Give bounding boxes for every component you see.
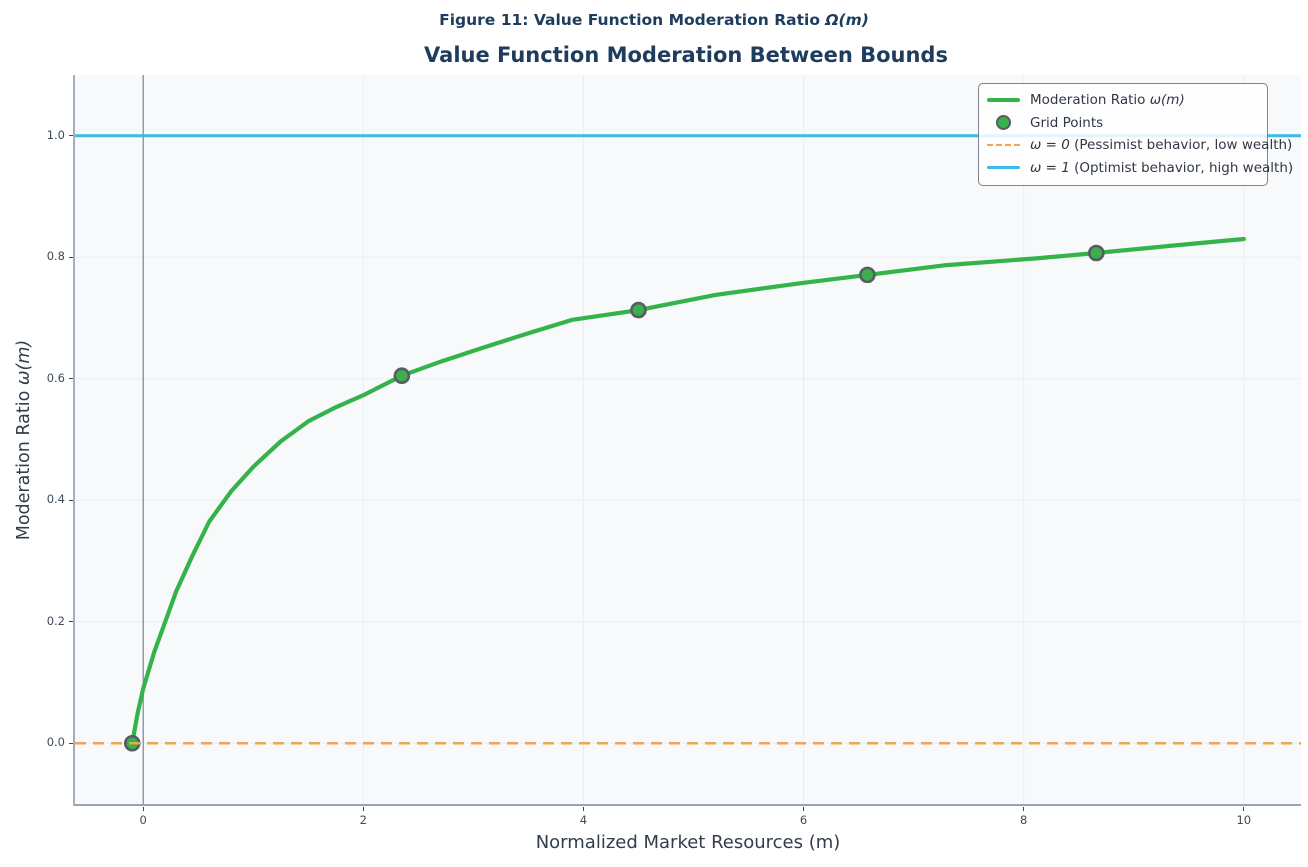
x-tick-label: 6 bbox=[799, 813, 808, 827]
legend-item-moderation-ratio: Moderation Ratio ω(m) bbox=[987, 92, 1255, 108]
legend-label: ω = 1 (Optimist behavior, high wealth) bbox=[1030, 159, 1294, 176]
y-tick-label: 0.4 bbox=[46, 492, 65, 507]
x-tick-mark bbox=[142, 806, 144, 811]
x-axis-label: Normalized Market Resources (m) bbox=[535, 832, 841, 853]
legend-label: ω = 0 (Pessimist behavior, low wealth) bbox=[1030, 137, 1293, 153]
figure-suptitle-text: Figure 11: Value Function Moderation Rat… bbox=[439, 11, 826, 29]
x-tick-mark bbox=[362, 806, 364, 811]
legend-item-grid-points: Grid Points bbox=[987, 115, 1255, 131]
y-tick-mark bbox=[68, 256, 73, 258]
y-tick-label: 0.0 bbox=[46, 735, 65, 750]
grid-point-marker bbox=[1087, 244, 1105, 262]
figure-suptitle-math: Ω(m) bbox=[825, 11, 869, 29]
legend-swatch-green-line bbox=[987, 97, 1020, 103]
x-tick-label: 0 bbox=[139, 813, 147, 827]
legend-swatch-orange-dashed bbox=[987, 144, 1020, 146]
axes-title: Value Function Moderation Between Bounds bbox=[424, 43, 948, 67]
y-tick-mark bbox=[68, 499, 73, 501]
legend-item-omega-zero: ω = 0 (Pessimist behavior, low wealth) bbox=[987, 137, 1292, 153]
y-tick-mark bbox=[68, 621, 73, 623]
legend-label: Grid Points bbox=[1030, 114, 1104, 131]
grid-point-marker bbox=[630, 301, 647, 319]
legend: Moderation Ratio ω(m) Grid Points ω = 0 … bbox=[978, 83, 1293, 186]
x-tick-mark bbox=[582, 806, 585, 811]
y-tick-mark bbox=[68, 135, 73, 137]
y-axis-label-text: Moderation Ratio bbox=[14, 385, 34, 541]
y-axis-label: Moderation Ratio ω(m) bbox=[14, 240, 36, 640]
y-tick-label: 1.0 bbox=[46, 127, 65, 142]
x-tick-mark bbox=[1243, 806, 1245, 811]
x-tick-label: 4 bbox=[579, 813, 588, 827]
moderation-ratio-curve bbox=[130, 236, 1246, 746]
y-tick-mark bbox=[68, 378, 73, 380]
y-tick-mark bbox=[68, 742, 73, 744]
grid-point-marker bbox=[859, 266, 876, 284]
x-tick-mark bbox=[802, 806, 805, 811]
figure-suptitle: Figure 11: Value Function Moderation Rat… bbox=[0, 11, 1308, 29]
legend-label: Moderation Ratio ω(m) bbox=[1030, 92, 1185, 108]
x-tick-label: 10 bbox=[1236, 813, 1252, 827]
x-tick-label: 2 bbox=[359, 813, 367, 827]
y-tick-label: 0.8 bbox=[46, 249, 65, 264]
grid-point-marker bbox=[393, 367, 411, 385]
y-tick-label: 0.6 bbox=[46, 370, 65, 385]
x-tick-label: 8 bbox=[1019, 813, 1028, 827]
legend-item-omega-one: ω = 1 (Optimist behavior, high wealth) bbox=[987, 160, 1293, 176]
y-tick-label: 0.2 bbox=[46, 613, 65, 628]
legend-swatch-blue-line bbox=[987, 166, 1020, 169]
plot-area: Normalized Market Resources (m) Moderati… bbox=[14, 75, 1301, 853]
legend-swatch-marker bbox=[987, 115, 1020, 130]
x-tick-mark bbox=[1023, 806, 1025, 811]
